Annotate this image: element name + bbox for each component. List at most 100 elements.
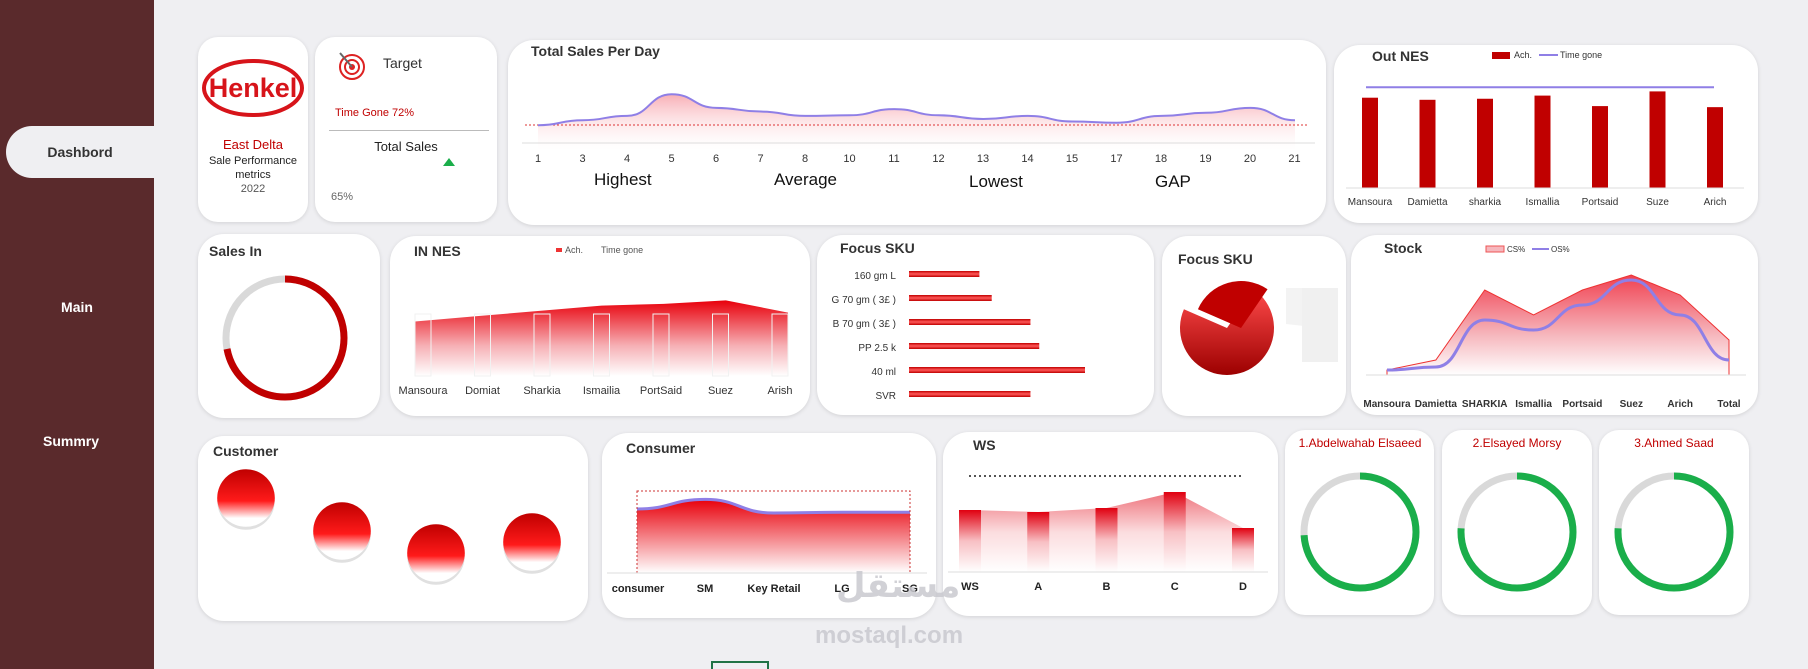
target-icon	[339, 52, 365, 80]
day-tick-label: 8	[802, 153, 808, 165]
kpi-average: Average	[774, 170, 838, 189]
in-nes-bar	[593, 313, 610, 377]
customer-title: Customer	[213, 443, 279, 459]
nav-main[interactable]: Main	[61, 299, 93, 315]
nav-dashboard[interactable]: Dashbord	[6, 126, 154, 178]
stock-category-label: Damietta	[1415, 399, 1458, 410]
sku-label: PP 2.5 k	[858, 343, 897, 354]
henkel-logo: Henkel	[202, 59, 304, 117]
target-title: Target	[383, 55, 422, 71]
focus-sku-title: Focus SKU	[840, 240, 915, 256]
consumer-area	[637, 499, 910, 573]
logo-text: Henkel	[209, 73, 298, 103]
in-nes-category-label: Domiat	[465, 385, 500, 397]
out-nes-bar	[1534, 95, 1551, 188]
out-nes-bar	[1649, 91, 1666, 188]
in-nes-bar	[771, 313, 789, 377]
stock-cs-area	[1386, 274, 1730, 376]
kpi-gap: GAP	[1155, 172, 1191, 191]
day-tick-label: 6	[713, 153, 719, 165]
focus-sku-pie-title: Focus SKU	[1178, 251, 1253, 267]
ws-bar	[1163, 492, 1186, 572]
sku-bar	[909, 343, 1040, 349]
consumer-category-label: SM	[697, 583, 714, 595]
legend-ach-label: Ach.	[565, 245, 583, 255]
salesman-name: 1.Abdelwahab Elsaeed	[1299, 436, 1422, 450]
sales-in-arc	[222, 275, 348, 401]
out-nes-card: Out NES Ach. Time gone Mansoura Damietta shar…	[1334, 45, 1758, 223]
day-tick-label: 15	[1066, 153, 1078, 165]
legend-cs-label: CS%	[1507, 245, 1525, 254]
sales-per-day-chart: 1 3 4 5 6 7 8 10 11 12 13 14 15 17 18 19 20 21	[522, 93, 1315, 165]
sku-label: B 70 gm ( 3£ )	[833, 319, 896, 330]
nav-dashboard-label: Dashbord	[47, 144, 113, 160]
customer-bubble	[503, 513, 561, 571]
stock-card: Stock CS% OS% Mansoura Damietta SHARKIA Ismall…	[1351, 235, 1758, 415]
ws-category-label: B	[1103, 581, 1111, 593]
in-nes-category-label: Suez	[708, 385, 733, 397]
ws-category-label: WS	[961, 581, 979, 593]
day-tick-label: 14	[1021, 153, 1033, 165]
watermark-latin: mostaql.com	[815, 622, 964, 649]
in-nes-area	[415, 300, 788, 376]
consumer-target-box	[636, 490, 911, 574]
brand-subtitle: Sale Performance metrics	[208, 155, 298, 181]
nav-summary[interactable]: Summry	[42, 433, 100, 449]
ws-bar	[1027, 512, 1050, 572]
stock-category-label: Suez	[1620, 399, 1643, 410]
out-nes-bar	[1362, 97, 1378, 188]
in-nes-category-label: Ismailia	[583, 385, 621, 397]
out-nes-bar	[1707, 107, 1723, 188]
day-tick-label: 4	[624, 153, 630, 165]
pie-connector	[1286, 288, 1304, 326]
consumer-line	[636, 497, 910, 515]
out-nes-category-label: Ismallia	[1526, 197, 1560, 208]
consumer-category-label: Key Retail	[747, 583, 800, 595]
day-tick-label: 1	[535, 153, 541, 165]
in-nes-category-label: Arish	[767, 385, 792, 397]
salesman-name: 2.Elsayed Morsy	[1473, 436, 1562, 450]
in-nes-bar	[712, 313, 729, 377]
stock-category-label: Total	[1717, 399, 1740, 410]
consumer-title: Consumer	[626, 440, 696, 456]
sku-label: 160 gm L	[854, 271, 896, 282]
legend-os-label: OS%	[1551, 245, 1570, 254]
out-nes-chart: Out NES Ach. Time gone Mansoura Damietta shar…	[1346, 48, 1744, 208]
sales-in-chart: Sales In	[209, 243, 348, 401]
customer-card: Customer	[198, 436, 588, 621]
out-nes-category-label: sharkia	[1469, 197, 1502, 208]
day-tick-label: 5	[668, 153, 674, 165]
up-arrow-icon	[443, 158, 455, 166]
sku-bar	[909, 319, 1031, 325]
out-nes-category-label: Arich	[1704, 197, 1727, 208]
salesman-name: 3.Ahmed Saad	[1634, 436, 1713, 450]
legend-time-gone-label: Time gone	[1560, 50, 1602, 60]
sales-line	[537, 93, 1296, 127]
customer-bubble	[217, 469, 275, 527]
out-nes-bar	[1419, 99, 1436, 188]
selected-cell[interactable]	[711, 661, 769, 669]
in-nes-category-label: Sharkia	[523, 385, 561, 397]
legend-cs-swatch	[1485, 245, 1505, 253]
kpi-lowest: Lowest	[969, 172, 1023, 191]
customer-chart: Customer	[213, 443, 561, 585]
legend-ach-label: Ach.	[1514, 50, 1532, 60]
focus-sku-pie-card: Focus SKU	[1162, 236, 1346, 416]
day-tick-label: 7	[757, 153, 763, 165]
ws-card: WS WS A B C D	[943, 432, 1278, 616]
in-nes-category-label: Mansoura	[399, 385, 449, 397]
day-tick-label: 17	[1110, 153, 1122, 165]
day-tick-label: 20	[1244, 153, 1256, 165]
consumer-chart: Consumer consumer SM Key Retail LG SG	[607, 440, 927, 595]
watermark-arabic: مستقل	[836, 567, 961, 605]
sku-bar	[909, 367, 1085, 373]
in-nes-category-label: PortSaid	[640, 385, 682, 397]
day-tick-label: 11	[888, 153, 899, 165]
sku-bar	[909, 391, 1031, 397]
stock-category-label: Ismallia	[1515, 399, 1552, 410]
target-card: Target Time Gone 72% Total Sales 65%	[315, 37, 497, 222]
out-nes-bar	[1592, 106, 1608, 188]
stock-chart: Stock CS% OS% Mansoura Damietta SHARKIA Ismall…	[1363, 240, 1746, 410]
salesman-card-3: 3.Ahmed Saad	[1599, 430, 1749, 615]
consumer-category-label: LG	[834, 583, 849, 595]
